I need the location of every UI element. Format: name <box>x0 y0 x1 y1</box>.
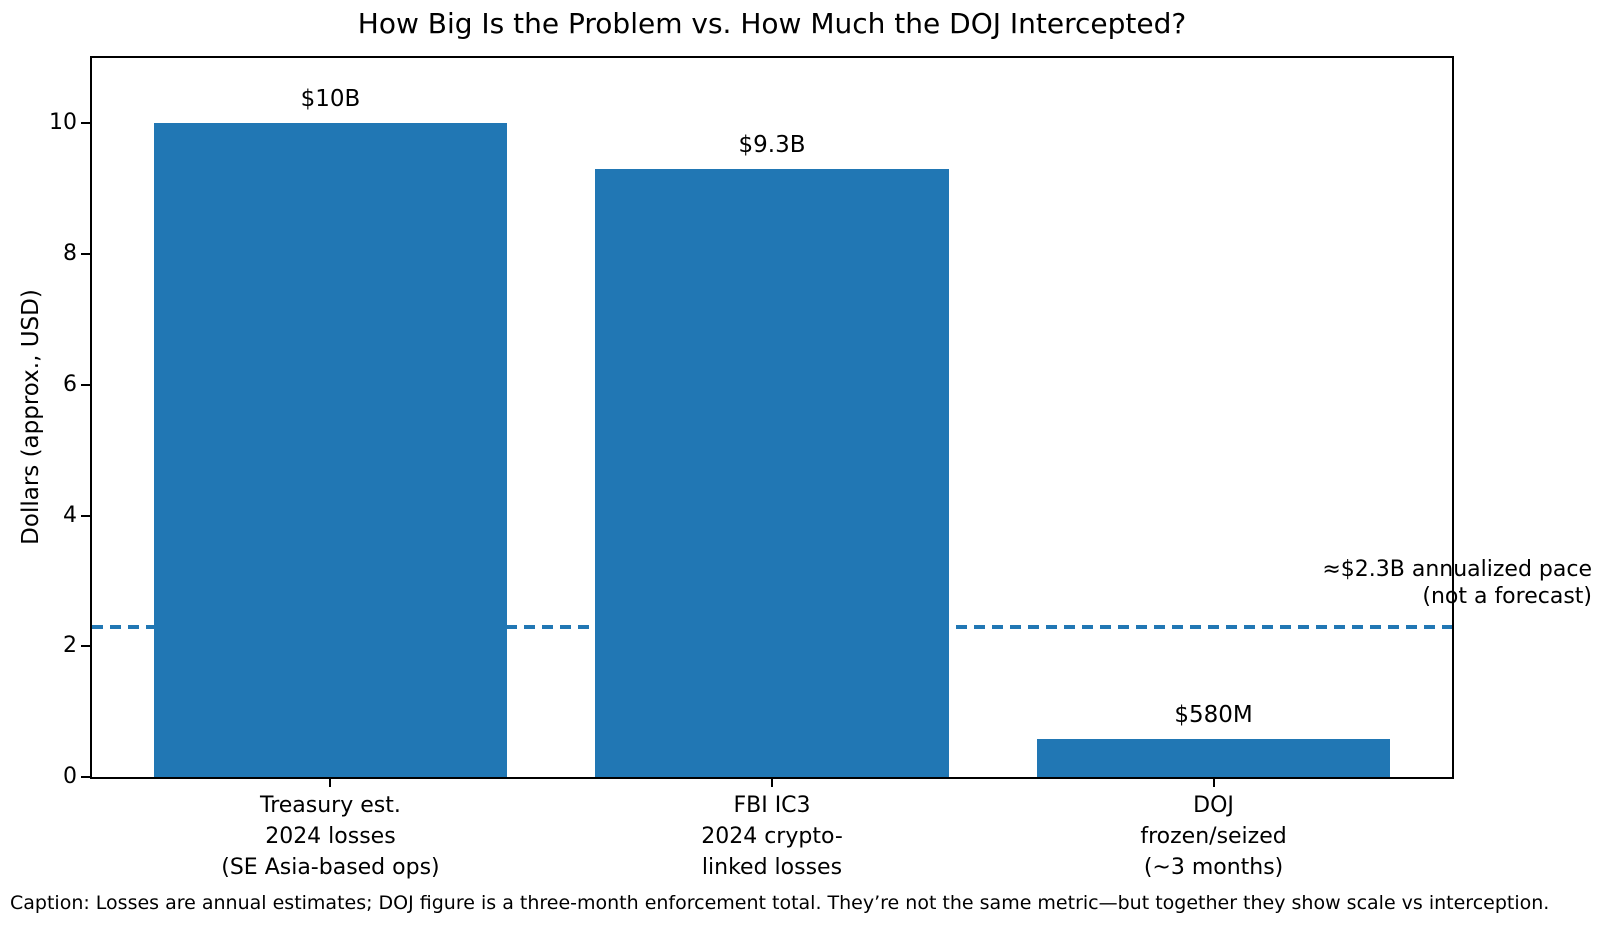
y-tick-label: 6 <box>63 371 77 397</box>
y-tick-mark <box>81 122 90 125</box>
x-tick-label-line: (~3 months) <box>1143 855 1284 880</box>
x-tick-mark <box>1212 779 1215 787</box>
x-tick-label-0: Treasury est. 2024 losses (SE Asia-based o… <box>221 790 439 883</box>
y-tick-label: 10 <box>49 110 77 136</box>
x-tick-label-line: 2024 losses <box>265 824 396 849</box>
bar-2 <box>1036 739 1391 777</box>
x-tick-label-line: linked losses <box>701 855 843 880</box>
bar-value-label-2: $580M <box>1174 702 1253 729</box>
y-tick-mark <box>81 776 90 778</box>
y-tick-mark <box>81 253 90 256</box>
x-tick-mark <box>771 779 773 787</box>
caption: Caption: Losses are annual estimates; DO… <box>10 892 1550 914</box>
bar-1 <box>595 169 949 777</box>
x-tick-label-line: (SE Asia-based ops) <box>221 855 440 880</box>
x-tick-label-line: 2024 crypto- <box>701 824 843 849</box>
x-tick-label-line: FBI IC3 <box>733 793 811 818</box>
bar-0 <box>153 123 508 777</box>
x-tick-label-line: DOJ <box>1193 793 1234 818</box>
y-tick-mark <box>81 383 90 386</box>
y-tick-label: 8 <box>63 241 77 267</box>
annotation-line: (not a forecast) <box>1422 584 1592 609</box>
chart-title: How Big Is the Problem vs. How Much the … <box>357 7 1187 40</box>
x-tick-label-2: DOJ frozen/seized (~3 months) <box>1140 790 1286 883</box>
y-tick-mark <box>81 514 90 517</box>
bar-value-label-0: $10B <box>300 86 361 113</box>
y-tick-label: 0 <box>63 764 77 789</box>
bar-value-label-1: $9.3B <box>738 132 806 159</box>
plot-area: $10B $9.3B $580M <box>90 56 1454 779</box>
annotation-line: ≈$2.3B annualized pace <box>1322 557 1592 582</box>
y-tick-mark <box>81 645 90 648</box>
reference-line-annotation: ≈$2.3B annualized pace (not a forecast) <box>1322 556 1592 610</box>
x-tick-mark <box>329 779 332 787</box>
y-tick-label: 2 <box>63 633 77 659</box>
x-tick-label-1: FBI IC3 2024 crypto-linked losses <box>701 790 843 883</box>
x-tick-label-line: frozen/seized <box>1140 824 1287 849</box>
y-tick-label: 4 <box>63 502 77 528</box>
x-tick-label-line: Treasury est. <box>259 793 401 818</box>
